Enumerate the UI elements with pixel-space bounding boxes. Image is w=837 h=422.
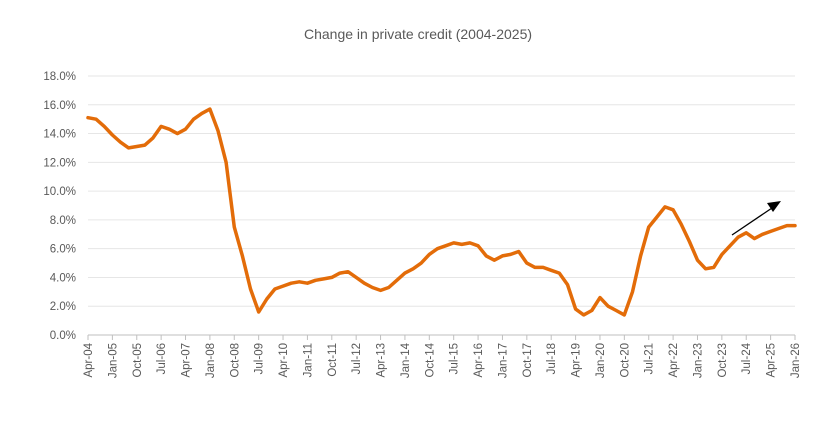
x-tick-label: Oct-11 [327, 343, 339, 377]
y-tick-label: 10.0% [43, 186, 76, 198]
x-tick-label: Oct-23 [717, 343, 729, 378]
y-tick-label: 18.0% [43, 71, 76, 83]
x-tick-label: Apr-16 [473, 343, 485, 378]
x-tick-label: Jul-06 [156, 343, 168, 374]
x-tick-label: Oct-20 [619, 343, 631, 378]
x-tick-label: Jul-15 [449, 343, 461, 374]
chart-title: Change in private credit (2004-2025) [304, 26, 532, 42]
x-tick-label: Jan-11 [302, 343, 314, 377]
y-tick-label: 0.0% [50, 330, 76, 342]
y-tick-label: 4.0% [50, 272, 76, 284]
y-tick-label: 12.0% [43, 157, 76, 169]
y-tick-label: 8.0% [50, 215, 76, 227]
x-tick-label: Jan-08 [205, 343, 217, 378]
x-tick-label: Apr-22 [668, 343, 680, 378]
x-tick-label: Jan-23 [692, 343, 704, 378]
x-tick-label: Jul-21 [644, 343, 656, 374]
x-tick-label: Apr-19 [571, 343, 583, 378]
y-tick-label: 14.0% [43, 129, 76, 141]
trend-arrow-shaft [731, 207, 773, 236]
x-tick-label: Jul-18 [546, 343, 558, 374]
x-tick-label: Jan-26 [790, 343, 802, 378]
x-tick-label: Apr-13 [376, 343, 388, 378]
x-tick-label: Jul-12 [351, 343, 363, 374]
x-tick-label: Oct-08 [229, 343, 241, 378]
x-tick-label: Oct-17 [522, 343, 534, 378]
x-tick-label: Oct-14 [424, 342, 436, 377]
x-tick-label: Jul-09 [254, 343, 266, 374]
y-tick-label: 2.0% [50, 301, 76, 313]
x-tick-label: Oct-05 [132, 343, 144, 378]
x-tick-label: Jan-05 [107, 343, 119, 378]
x-tick-label: Apr-04 [83, 342, 95, 377]
x-tick-label: Jan-20 [595, 343, 607, 378]
x-tick-label: Apr-10 [278, 343, 290, 378]
trend-arrow-head [767, 201, 781, 212]
x-tick-label: Apr-25 [766, 343, 778, 378]
x-tick-label: Jan-17 [497, 343, 509, 378]
x-tick-label: Jan-14 [400, 342, 412, 378]
x-tick-label: Jul-24 [741, 342, 753, 374]
y-tick-label: 16.0% [43, 100, 76, 112]
y-tick-label: 6.0% [50, 244, 76, 256]
series-line [86, 107, 797, 317]
x-tick-label: Apr-07 [181, 343, 193, 378]
